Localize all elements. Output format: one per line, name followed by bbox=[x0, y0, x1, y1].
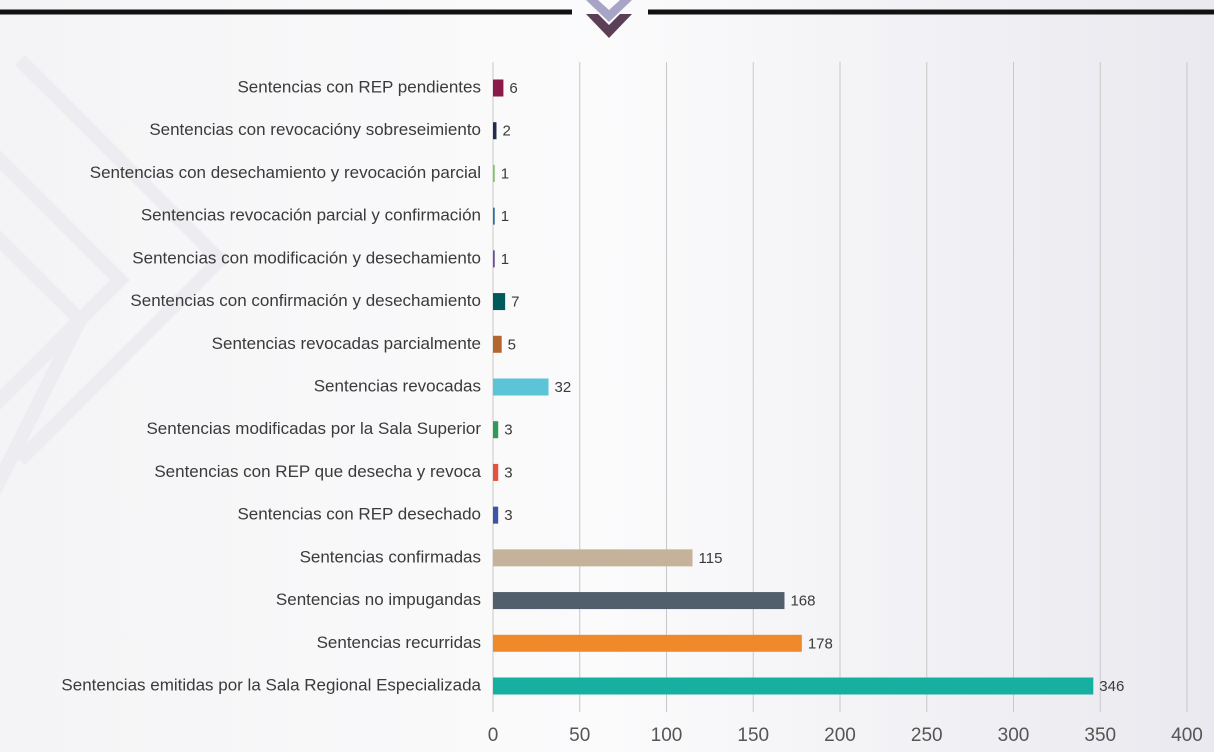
value-label: 3 bbox=[504, 507, 512, 524]
bar bbox=[493, 293, 506, 311]
bar bbox=[493, 79, 504, 97]
bar bbox=[493, 634, 802, 652]
bar bbox=[493, 463, 499, 481]
bar bbox=[493, 592, 785, 610]
value-label: 346 bbox=[1099, 678, 1124, 695]
bar bbox=[493, 421, 499, 439]
value-label: 3 bbox=[504, 422, 512, 439]
value-label: 1 bbox=[501, 251, 509, 268]
decoration bbox=[0, 55, 230, 496]
value-label: 7 bbox=[511, 294, 519, 311]
y-tick-label: Sentencias modificadas por la Sala Super… bbox=[146, 419, 481, 438]
value-label: 115 bbox=[699, 550, 723, 567]
y-tick-label: Sentencias no impugandas bbox=[276, 590, 481, 609]
value-label: 32 bbox=[555, 379, 572, 396]
x-tick-label: 200 bbox=[824, 725, 856, 746]
y-tick-label: Sentencias con revocacióny sobreseimient… bbox=[149, 120, 481, 139]
header-emblem bbox=[586, 0, 632, 22]
value-label: 6 bbox=[509, 80, 517, 97]
x-tick-label: 0 bbox=[488, 725, 499, 746]
x-tick-label: 350 bbox=[1084, 725, 1116, 746]
bar bbox=[493, 207, 495, 225]
value-label: 2 bbox=[502, 123, 510, 140]
y-tick-label: Sentencias con REP desechado bbox=[237, 505, 481, 524]
y-tick-label: Sentencias con modificación y desechamie… bbox=[132, 248, 481, 267]
bar bbox=[493, 506, 499, 524]
y-tick-label: Sentencias con REP pendientes bbox=[237, 77, 481, 96]
x-tick-label: 50 bbox=[569, 725, 590, 746]
x-tick-label: 150 bbox=[737, 725, 769, 746]
value-label: 168 bbox=[790, 593, 815, 610]
value-label: 178 bbox=[808, 635, 833, 652]
bar bbox=[493, 549, 693, 567]
bar bbox=[493, 122, 497, 140]
value-label: 3 bbox=[504, 464, 512, 481]
y-tick-label: Sentencias confirmadas bbox=[300, 547, 481, 566]
bar bbox=[493, 164, 495, 182]
bar bbox=[493, 677, 1094, 695]
y-tick-label: Sentencias revocación parcial y confirma… bbox=[141, 206, 481, 225]
x-tick-label: 250 bbox=[911, 725, 943, 746]
y-tick-label: Sentencias revocadas bbox=[314, 376, 481, 395]
x-tick-label: 400 bbox=[1171, 725, 1203, 746]
y-tick-label: Sentencias recurridas bbox=[317, 633, 481, 652]
y-tick-label: Sentencias revocadas parcialmente bbox=[212, 334, 481, 353]
y-tick-label: Sentencias emitidas por la Sala Regional… bbox=[61, 675, 481, 694]
x-tick-label: 100 bbox=[651, 725, 683, 746]
bar bbox=[493, 335, 502, 353]
bar bbox=[493, 378, 549, 396]
bar bbox=[493, 250, 495, 268]
value-label: 1 bbox=[501, 208, 509, 225]
value-label: 5 bbox=[508, 336, 516, 353]
y-tick-label: Sentencias con REP que desecha y revoca bbox=[154, 462, 481, 481]
header-emblem bbox=[586, 14, 632, 38]
y-tick-label: Sentencias con confirmación y desechamie… bbox=[130, 291, 481, 310]
y-tick-label: Sentencias con desechamiento y revocació… bbox=[90, 163, 481, 182]
x-tick-label: 300 bbox=[998, 725, 1030, 746]
value-label: 1 bbox=[501, 165, 509, 182]
